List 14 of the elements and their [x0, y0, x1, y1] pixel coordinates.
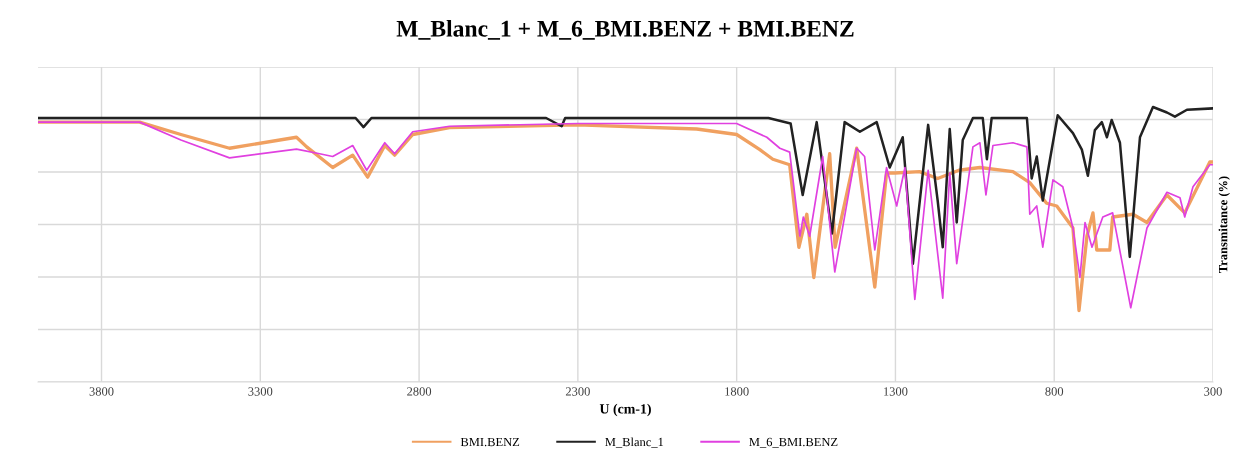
x-tick-label: 2800 [407, 387, 432, 396]
legend-label: M_6_BMI.BENZ [749, 437, 838, 448]
x-tick-label: 300 [1204, 387, 1222, 396]
chart-title: M_Blanc_1 + M_6_BMI.BENZ + BMI.BENZ [396, 20, 854, 40]
x-tick-label: 1800 [725, 387, 749, 396]
x-tick-label: 3800 [89, 387, 114, 396]
x-tick-label: 1300 [884, 387, 908, 396]
legend-label: BMI.BENZ [460, 437, 520, 447]
x-tick-label: 3300 [248, 387, 273, 396]
x-axis-title: U (cm-1) [599, 403, 651, 417]
x-tick-label: 2300 [565, 387, 590, 396]
legend-label: M_Blanc_1 [605, 437, 664, 448]
x-tick-label: 800 [1045, 387, 1064, 396]
y-axis-title: Transmitance (%) [1218, 176, 1230, 273]
